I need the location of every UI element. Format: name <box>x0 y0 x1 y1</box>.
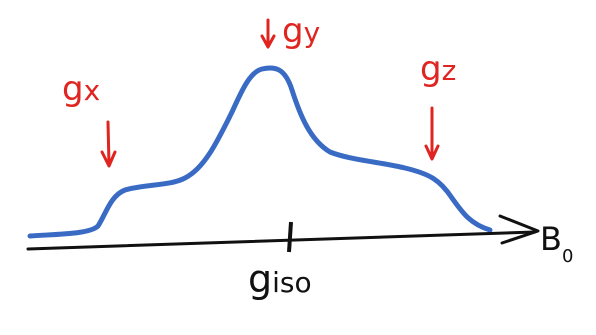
gx-label: gx <box>62 69 100 109</box>
gy-label: gy <box>282 11 320 51</box>
label-main: B <box>540 220 562 258</box>
gy-arrow <box>262 20 274 47</box>
label-sub: y <box>304 16 321 49</box>
label-main: g <box>282 11 304 51</box>
gx-arrow <box>102 122 115 166</box>
diagram: gx gy gz giso B0 <box>0 0 596 335</box>
gz-arrow <box>426 108 438 159</box>
gz-label: gz <box>420 49 456 89</box>
field-axis <box>28 232 535 249</box>
b0-label: B0 <box>540 220 573 267</box>
label-sub: x <box>84 74 101 107</box>
label-main: g <box>248 257 272 301</box>
label-main: g <box>62 69 84 109</box>
giso-label: giso <box>248 257 312 301</box>
axis-arrowhead <box>500 216 538 243</box>
iso-tick <box>289 222 291 252</box>
label-sub: z <box>442 54 457 87</box>
label-sub: 0 <box>562 246 573 267</box>
label-main: g <box>420 49 442 89</box>
label-sub: iso <box>272 266 312 299</box>
